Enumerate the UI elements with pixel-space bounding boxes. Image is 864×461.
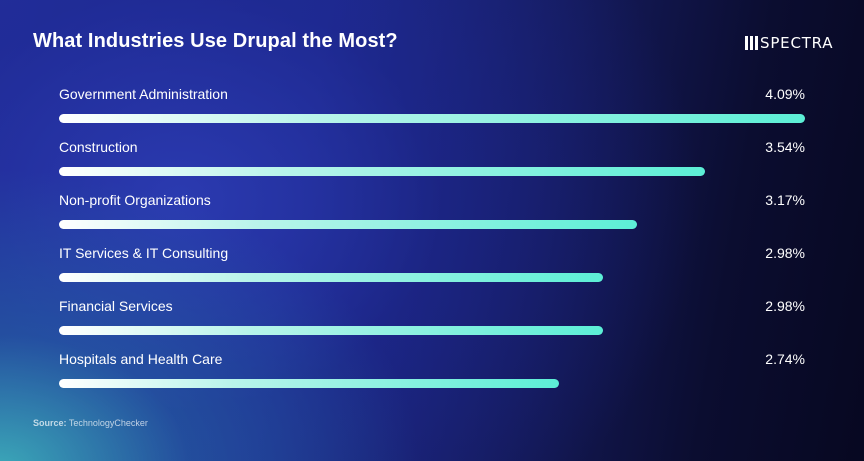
source-label: Source:	[33, 418, 67, 428]
spectra-logo: SPECTRA	[745, 34, 833, 52]
bar	[59, 326, 603, 335]
category-label: Hospitals and Health Care	[59, 351, 223, 367]
bar-row: Non-profit Organizations 3.17%	[59, 192, 805, 236]
bars-logo-icon	[745, 36, 758, 50]
value-label: 2.74%	[765, 351, 805, 367]
bar-track	[59, 167, 805, 176]
category-label: Non-profit Organizations	[59, 192, 211, 208]
bar-row: IT Services & IT Consulting 2.98%	[59, 245, 805, 289]
value-label: 3.54%	[765, 139, 805, 155]
bar	[59, 167, 705, 176]
bar	[59, 114, 805, 123]
value-label: 2.98%	[765, 298, 805, 314]
bar-row: Hospitals and Health Care 2.74%	[59, 351, 805, 395]
bar-row: Government Administration 4.09%	[59, 86, 805, 130]
bar	[59, 273, 603, 282]
value-label: 4.09%	[765, 86, 805, 102]
category-label: IT Services & IT Consulting	[59, 245, 229, 261]
bar-track	[59, 220, 805, 229]
source-text: TechnologyChecker	[68, 418, 148, 428]
bar-row: Construction 3.54%	[59, 139, 805, 183]
bar-track	[59, 379, 805, 388]
logo-text: SPECTRA	[760, 34, 834, 52]
category-label: Government Administration	[59, 86, 228, 102]
source-note: Source: TechnologyChecker	[33, 418, 148, 428]
bar-track	[59, 273, 805, 282]
value-label: 3.17%	[765, 192, 805, 208]
bar-track	[59, 114, 805, 123]
bar	[59, 220, 638, 229]
bar-row: Financial Services 2.98%	[59, 298, 805, 342]
category-label: Financial Services	[59, 298, 173, 314]
bar	[59, 379, 559, 388]
chart-title: What Industries Use Drupal the Most?	[33, 30, 398, 52]
bar-track	[59, 326, 805, 335]
value-label: 2.98%	[765, 245, 805, 261]
category-label: Construction	[59, 139, 138, 155]
